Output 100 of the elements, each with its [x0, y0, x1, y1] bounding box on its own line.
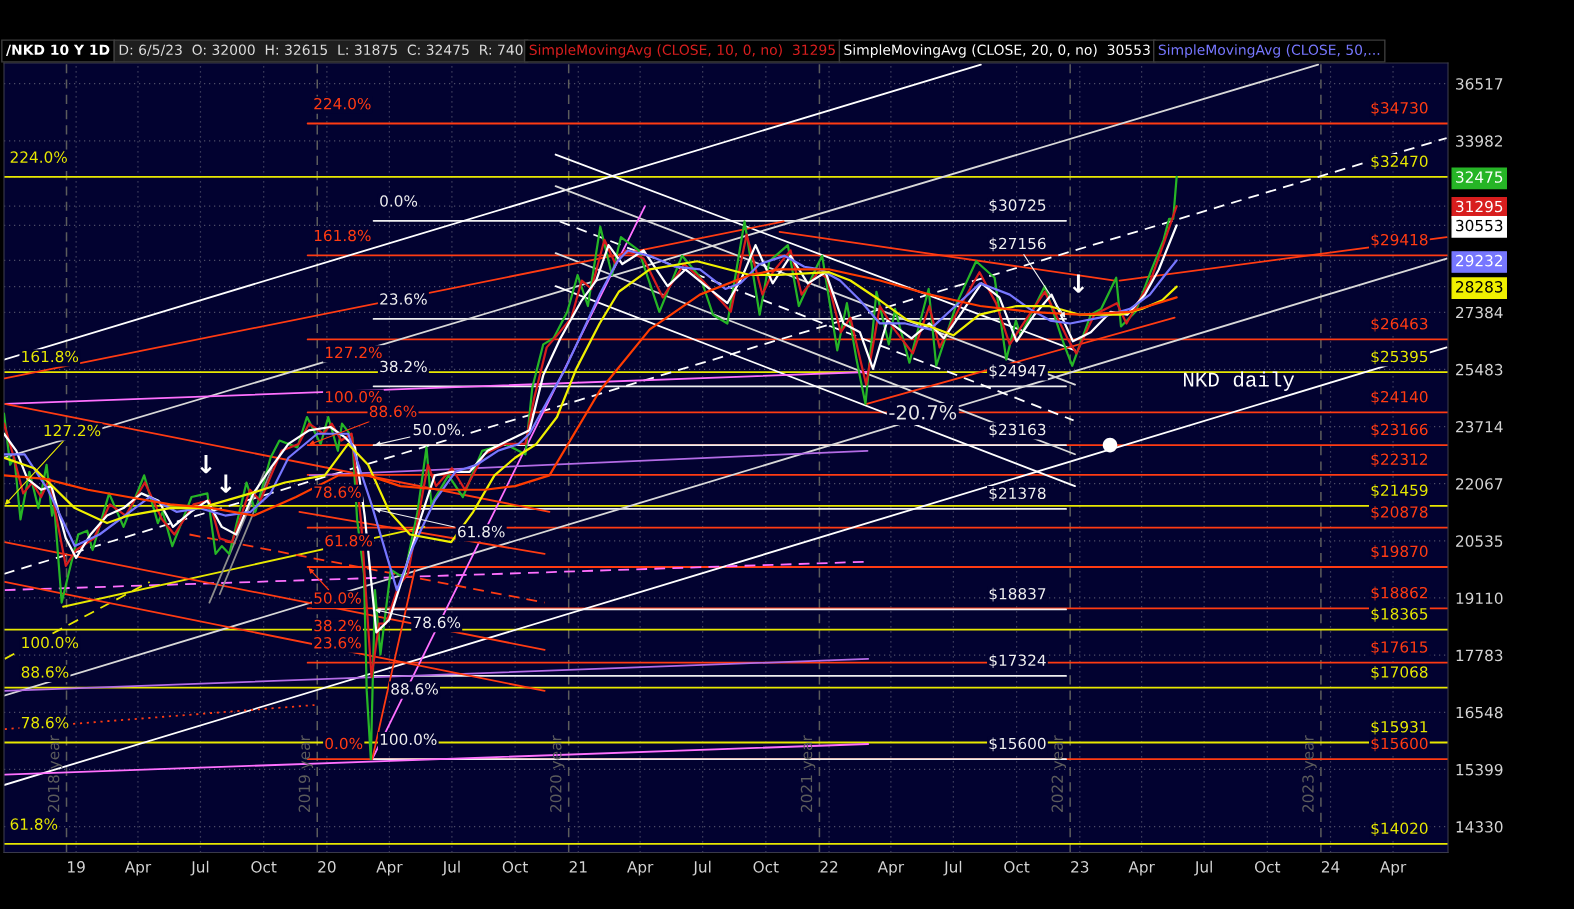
data-label: $27156 — [989, 237, 1046, 252]
chart-subtitle: D: 6/5/23 O: 32000 H: 32615 L: 31875 C: 32475 R: 740 — [119, 44, 523, 57]
x-tick-label: Apr — [124, 861, 152, 876]
data-label: $34730 — [1371, 101, 1428, 116]
x-tick-label: Jul — [441, 860, 460, 876]
y-tick-label: 25483 — [1456, 363, 1503, 376]
ref-line-label: 2018 year — [47, 735, 63, 812]
data-label: $19870 — [1371, 545, 1428, 560]
annotation: 100.0% — [22, 636, 79, 649]
y-tick-label: 19110 — [1456, 592, 1503, 604]
y-tick-label: 32475 — [1456, 171, 1503, 183]
annotation: 61.8% — [457, 525, 505, 538]
ref-line-label: 2020 year — [550, 735, 565, 812]
x-tick-label: Oct — [251, 861, 277, 873]
data-label: $32470 — [1371, 155, 1428, 170]
y-tick-label: 16548 — [1456, 706, 1503, 719]
y-tick-label: 30553 — [1456, 219, 1503, 232]
data-label: $29418 — [1371, 233, 1428, 248]
annotation: 50.0% — [413, 423, 461, 436]
annotation: 0.0% — [325, 737, 363, 750]
data-label: $21459 — [1371, 484, 1428, 499]
annotation: ↓ — [200, 455, 212, 474]
x-tick-label: 19 — [68, 861, 85, 873]
data-label: $15600 — [1371, 737, 1428, 752]
data-label: $20878 — [1371, 505, 1428, 520]
annotation: -20.7% — [889, 404, 957, 420]
text: SimpleMovingAvg (CLOSE, 10, 0, no) 31295 — [529, 44, 835, 58]
annotation: 100.0% — [380, 733, 437, 746]
data-label: $21378 — [989, 487, 1046, 502]
annotation: 0.0% — [380, 195, 418, 207]
x-tick-label: 21 — [569, 861, 587, 873]
x-tick-label: Jul — [190, 860, 209, 876]
x-tick-label: Apr — [1379, 861, 1407, 876]
annotation: 78.6% — [21, 716, 69, 729]
x-tick-label: Oct — [1004, 861, 1030, 873]
x-tick-label: Oct — [753, 861, 779, 873]
y-tick-label: 31295 — [1456, 200, 1503, 213]
x-tick-label: Jul — [692, 860, 711, 876]
data-label: $25395 — [1371, 350, 1428, 365]
ref-line-label: 2019 year — [298, 735, 314, 812]
annotation: 100.0% — [325, 390, 382, 403]
data-label: $17324 — [989, 654, 1046, 669]
y-tick-label: 23714 — [1456, 421, 1503, 433]
y-tick-label: 15399 — [1456, 763, 1503, 776]
annotation: 88.6% — [391, 683, 438, 695]
annotation: 38.2% — [314, 619, 361, 632]
text: SimpleMovingAvg (CLOSE, 20, 0, no) 30553 — [844, 44, 1150, 58]
data-label: $17068 — [1371, 665, 1428, 680]
text: SimpleMovingAvg (CLOSE, 50,... — [1158, 44, 1380, 58]
annotation: ↓ — [220, 474, 232, 493]
y-tick-label: 27384 — [1456, 306, 1503, 319]
annotation: 88.6% — [369, 405, 417, 418]
annotation: 127.2% — [44, 424, 101, 437]
x-tick-label: Apr — [877, 861, 905, 876]
annotation: 224.0% — [314, 97, 371, 110]
y-tick-label: 28283 — [1456, 281, 1503, 293]
y-tick-label: 17783 — [1456, 649, 1503, 662]
annotation: 78.6% — [413, 616, 461, 629]
ref-line-label: 2021 year — [800, 735, 816, 812]
ref-line-label: 2022 year — [1051, 735, 1066, 812]
data-label: $22312 — [1371, 453, 1428, 468]
data-label: $26463 — [1371, 317, 1428, 332]
x-tick-label: Jul — [943, 860, 962, 876]
x-tick-label: Jul — [1194, 860, 1212, 876]
x-tick-label: Apr — [376, 861, 403, 876]
annotation: 78.6% — [314, 486, 361, 498]
annotation: 161.8% — [22, 350, 79, 363]
chart-title: /NKD 10 Y 1D — [6, 44, 110, 57]
x-tick-label: Apr — [627, 861, 654, 876]
data-label: $23166 — [1371, 423, 1428, 438]
x-tick-label: 20 — [318, 861, 336, 873]
data-label: $24140 — [1371, 390, 1428, 405]
data-label: $18862 — [1371, 586, 1428, 601]
data-label: $18365 — [1371, 607, 1428, 622]
annotation: 38.2% — [380, 360, 427, 373]
x-tick-label: Apr — [1128, 861, 1155, 876]
x-tick-label: 23 — [1071, 861, 1089, 873]
y-tick-label: 22067 — [1456, 478, 1503, 490]
annotation: 50.0% — [314, 592, 361, 604]
data-label: $30725 — [989, 199, 1046, 213]
annotation: NKD daily — [1184, 371, 1295, 391]
data-label: $17615 — [1371, 640, 1428, 655]
annotation: 61.8% — [325, 534, 372, 547]
annotation: 61.8% — [10, 818, 58, 830]
annotation: 127.2% — [325, 346, 382, 359]
data-label: $15931 — [1371, 720, 1428, 735]
y-tick-label: 33982 — [1456, 135, 1503, 147]
annotation: 23.6% — [380, 293, 427, 305]
x-tick-label: 22 — [820, 861, 838, 873]
annotation: ↓ — [1072, 274, 1085, 293]
y-tick-label: 14330 — [1456, 821, 1503, 833]
y-tick-label: 20535 — [1456, 535, 1503, 547]
ref-line-label: 2023 year — [1302, 735, 1317, 812]
data-label: $15600 — [989, 737, 1046, 752]
y-tick-label: 36517 — [1456, 78, 1503, 90]
data-label: $14020 — [1371, 822, 1428, 837]
x-tick-label: Oct — [502, 861, 528, 873]
x-tick-label: Oct — [1254, 861, 1281, 873]
data-label: $23163 — [989, 423, 1046, 438]
data-label: $24947 — [989, 364, 1046, 379]
